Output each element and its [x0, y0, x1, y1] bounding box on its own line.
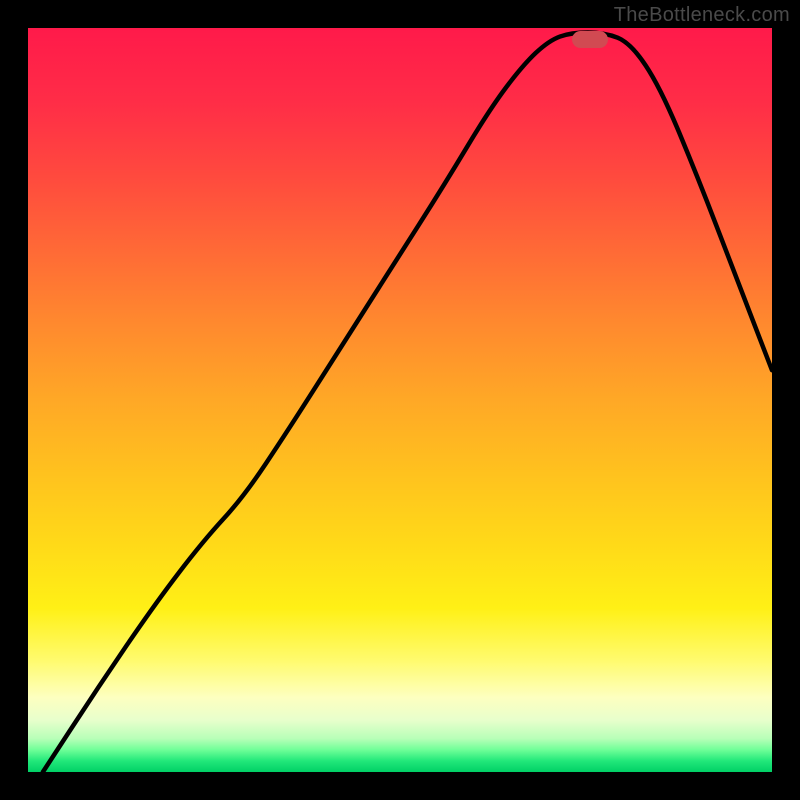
chart-plot-area: [28, 28, 772, 772]
performance-curve: [28, 28, 772, 772]
watermark-text: TheBottleneck.com: [614, 4, 790, 27]
optimal-point-marker: [572, 31, 608, 48]
